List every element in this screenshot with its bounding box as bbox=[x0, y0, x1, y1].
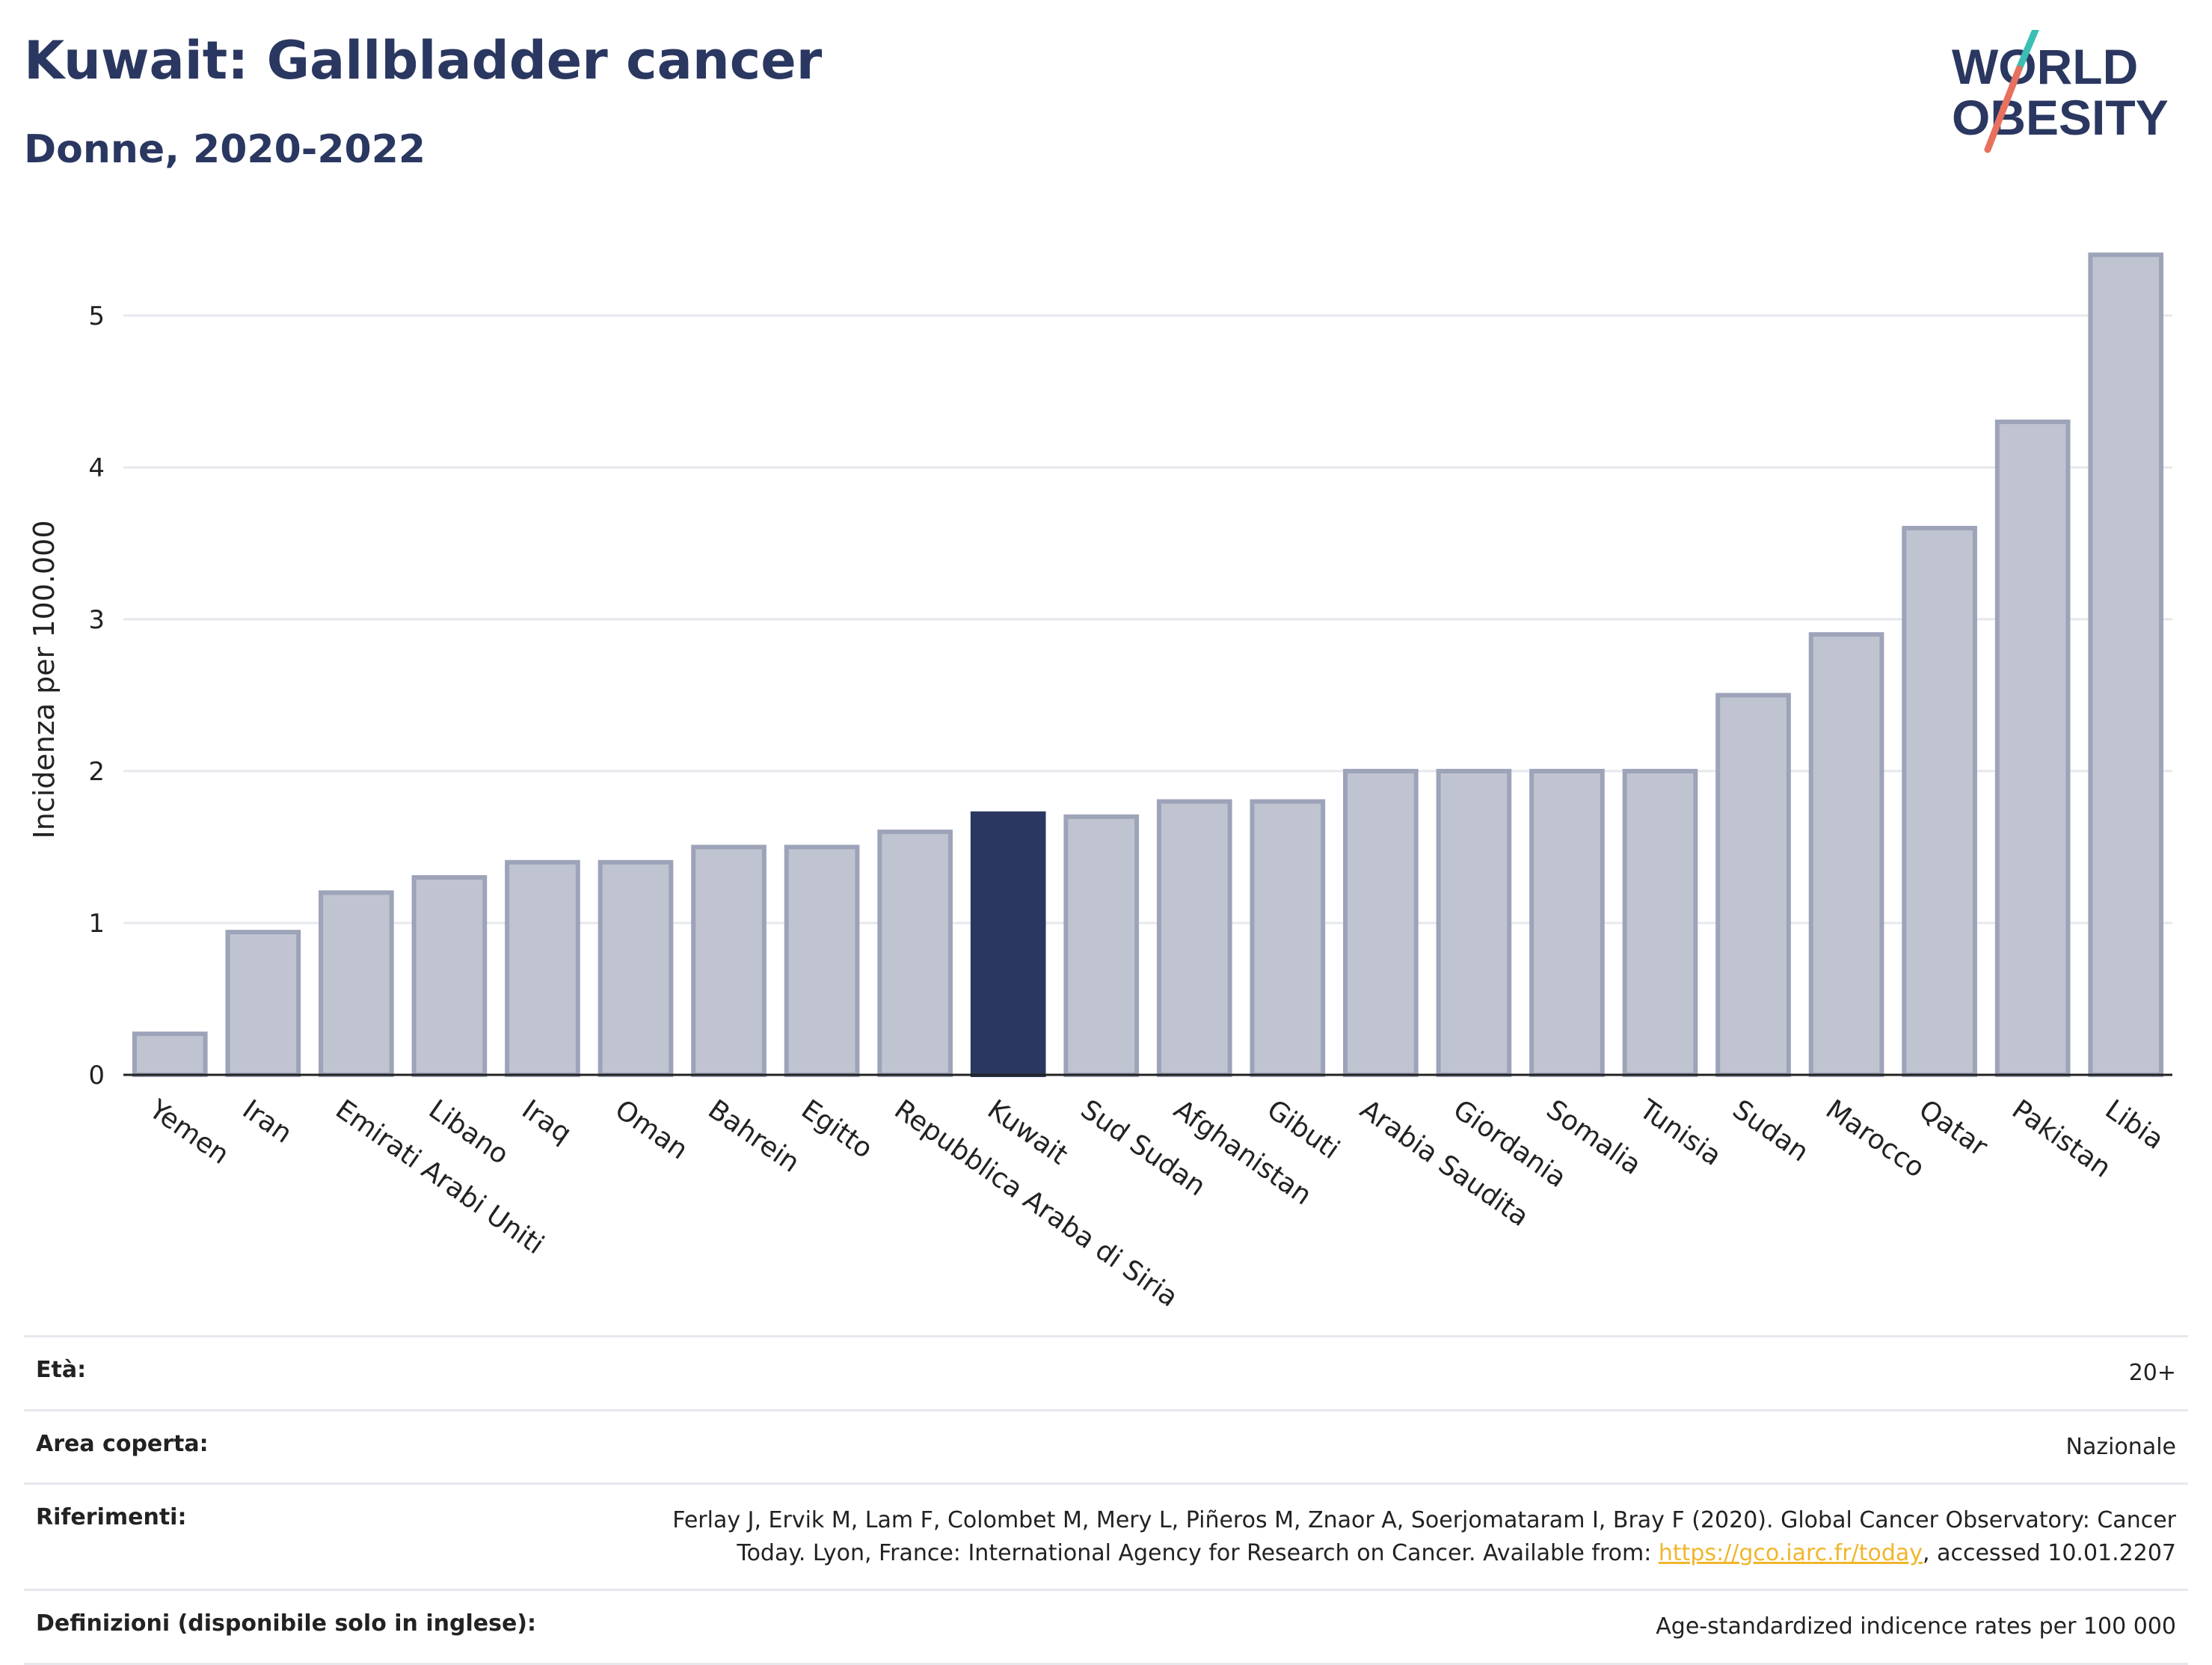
bar bbox=[1343, 768, 1419, 1078]
logo-word-world: WORLD bbox=[1952, 39, 2138, 94]
bar bbox=[1994, 419, 2071, 1077]
bar bbox=[505, 859, 580, 1077]
bar bbox=[319, 890, 394, 1078]
bar bbox=[1808, 632, 1884, 1077]
x-tick-label: Iran bbox=[237, 1094, 298, 1150]
references-link[interactable]: https://gco.iarc.fr/today bbox=[1658, 1539, 1923, 1566]
logo-slash-teal bbox=[2015, 30, 2039, 73]
references-accessed: , accessed 10.01.2207 bbox=[1923, 1539, 2176, 1566]
bar bbox=[1622, 768, 1698, 1078]
bar bbox=[877, 830, 953, 1077]
references-label: Riferimenti: bbox=[36, 1504, 187, 1530]
bar bbox=[225, 930, 301, 1078]
logo-word-obesity: OBESITY bbox=[1952, 90, 2169, 145]
x-tick-label: Egitto bbox=[796, 1094, 878, 1165]
y-tick-label: 1 bbox=[88, 909, 105, 939]
references-text: Ferlay J, Ervik M, Lam F, Colombet M, Me… bbox=[672, 1507, 2176, 1566]
x-tick-label: Tunisia bbox=[1633, 1094, 1727, 1172]
bar bbox=[1715, 693, 1791, 1077]
y-tick-label: 0 bbox=[88, 1061, 105, 1091]
bar bbox=[597, 859, 674, 1077]
bar bbox=[1529, 768, 1605, 1078]
area-value: Nazionale bbox=[2065, 1433, 2176, 1460]
x-tick-label: Qatar bbox=[1913, 1094, 1993, 1163]
definitions-value: Age-standardized indicence rates per 100… bbox=[1656, 1613, 2176, 1640]
bar bbox=[1902, 526, 1977, 1077]
x-tick-label: Marocco bbox=[1820, 1094, 1930, 1184]
references-value: Ferlay J, Ervik M, Lam F, Colombet M, Me… bbox=[606, 1504, 2176, 1569]
bar bbox=[1250, 799, 1326, 1078]
world-obesity-logo: WORLD OBESITY bbox=[1952, 30, 2169, 153]
info-table: Età: 20+ Area coperta: Nazionale Riferim… bbox=[24, 1335, 2188, 1665]
x-tick-label: Iraq bbox=[516, 1094, 577, 1150]
bar bbox=[1063, 814, 1140, 1077]
y-tick-label: 2 bbox=[88, 757, 105, 787]
bar bbox=[970, 811, 1046, 1077]
bar bbox=[784, 844, 860, 1077]
page-subtitle: Donne, 2020-2022 bbox=[24, 127, 426, 172]
info-row-age: Età: 20+ bbox=[24, 1335, 2188, 1409]
info-row-references: Riferimenti: Ferlay J, Ervik M, Lam F, C… bbox=[24, 1482, 2188, 1589]
x-tick-label: Oman bbox=[609, 1094, 693, 1166]
y-tick-label: 4 bbox=[88, 453, 105, 483]
x-tick-label: Libia bbox=[2100, 1094, 2169, 1156]
y-axis-label: Incidenza per 100.000 bbox=[28, 521, 61, 839]
bar bbox=[1436, 768, 1512, 1078]
info-row-area: Area coperta: Nazionale bbox=[24, 1408, 2188, 1483]
info-row-definitions: Definizioni (disponibile solo in inglese… bbox=[24, 1589, 2188, 1665]
bar bbox=[132, 1031, 208, 1077]
x-tick-label: Arabia Saudita bbox=[1354, 1094, 1534, 1233]
age-value: 20+ bbox=[2128, 1360, 2176, 1386]
bar bbox=[1156, 799, 1232, 1078]
x-tick-label: Gibuti bbox=[1262, 1094, 1345, 1165]
bar bbox=[2088, 252, 2164, 1077]
x-tick-label: Bahrein bbox=[702, 1094, 805, 1179]
area-label: Area coperta: bbox=[36, 1430, 209, 1457]
bar bbox=[691, 844, 766, 1077]
x-tick-label: Sudan bbox=[1727, 1094, 1813, 1168]
definitions-label: Definizioni (disponibile solo in inglese… bbox=[36, 1610, 536, 1637]
logo-slash-coral bbox=[1984, 65, 2023, 153]
y-tick-label: 3 bbox=[88, 605, 105, 635]
x-tick-label: Yemen bbox=[143, 1094, 234, 1171]
y-tick-label: 5 bbox=[88, 301, 105, 331]
page-title: Kuwait: Gallbladder cancer bbox=[24, 30, 823, 91]
x-tick-label: Pakistan bbox=[2006, 1094, 2116, 1184]
bar bbox=[411, 875, 488, 1078]
age-label: Età: bbox=[36, 1357, 87, 1383]
